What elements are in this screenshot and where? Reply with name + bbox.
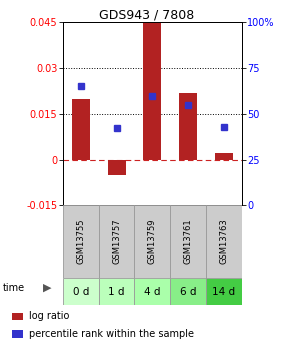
Bar: [108, 159, 125, 175]
Text: GSM13757: GSM13757: [112, 219, 121, 264]
Bar: [170, 205, 206, 278]
Bar: [206, 278, 242, 305]
Text: ▶: ▶: [42, 283, 51, 293]
Bar: [134, 278, 170, 305]
Bar: [170, 278, 206, 305]
Text: 1 d: 1 d: [108, 287, 125, 296]
Bar: [99, 278, 134, 305]
Bar: [99, 205, 134, 278]
Text: 0 d: 0 d: [73, 287, 89, 296]
Text: GSM13755: GSM13755: [76, 219, 85, 264]
Text: GSM13759: GSM13759: [148, 219, 157, 264]
Text: 6 d: 6 d: [180, 287, 196, 296]
Bar: [215, 154, 233, 159]
Text: 4 d: 4 d: [144, 287, 161, 296]
Text: GSM13763: GSM13763: [219, 219, 228, 264]
Text: 14 d: 14 d: [212, 287, 235, 296]
Bar: [72, 99, 90, 159]
Text: log ratio: log ratio: [29, 312, 69, 322]
Text: percentile rank within the sample: percentile rank within the sample: [29, 329, 194, 339]
Bar: [144, 22, 161, 159]
Bar: [63, 205, 99, 278]
Bar: [134, 205, 170, 278]
Bar: [63, 278, 99, 305]
Bar: [206, 205, 242, 278]
Bar: [179, 92, 197, 159]
Text: GSM13761: GSM13761: [184, 219, 193, 264]
Text: time: time: [3, 283, 25, 293]
Text: GDS943 / 7808: GDS943 / 7808: [99, 9, 194, 22]
